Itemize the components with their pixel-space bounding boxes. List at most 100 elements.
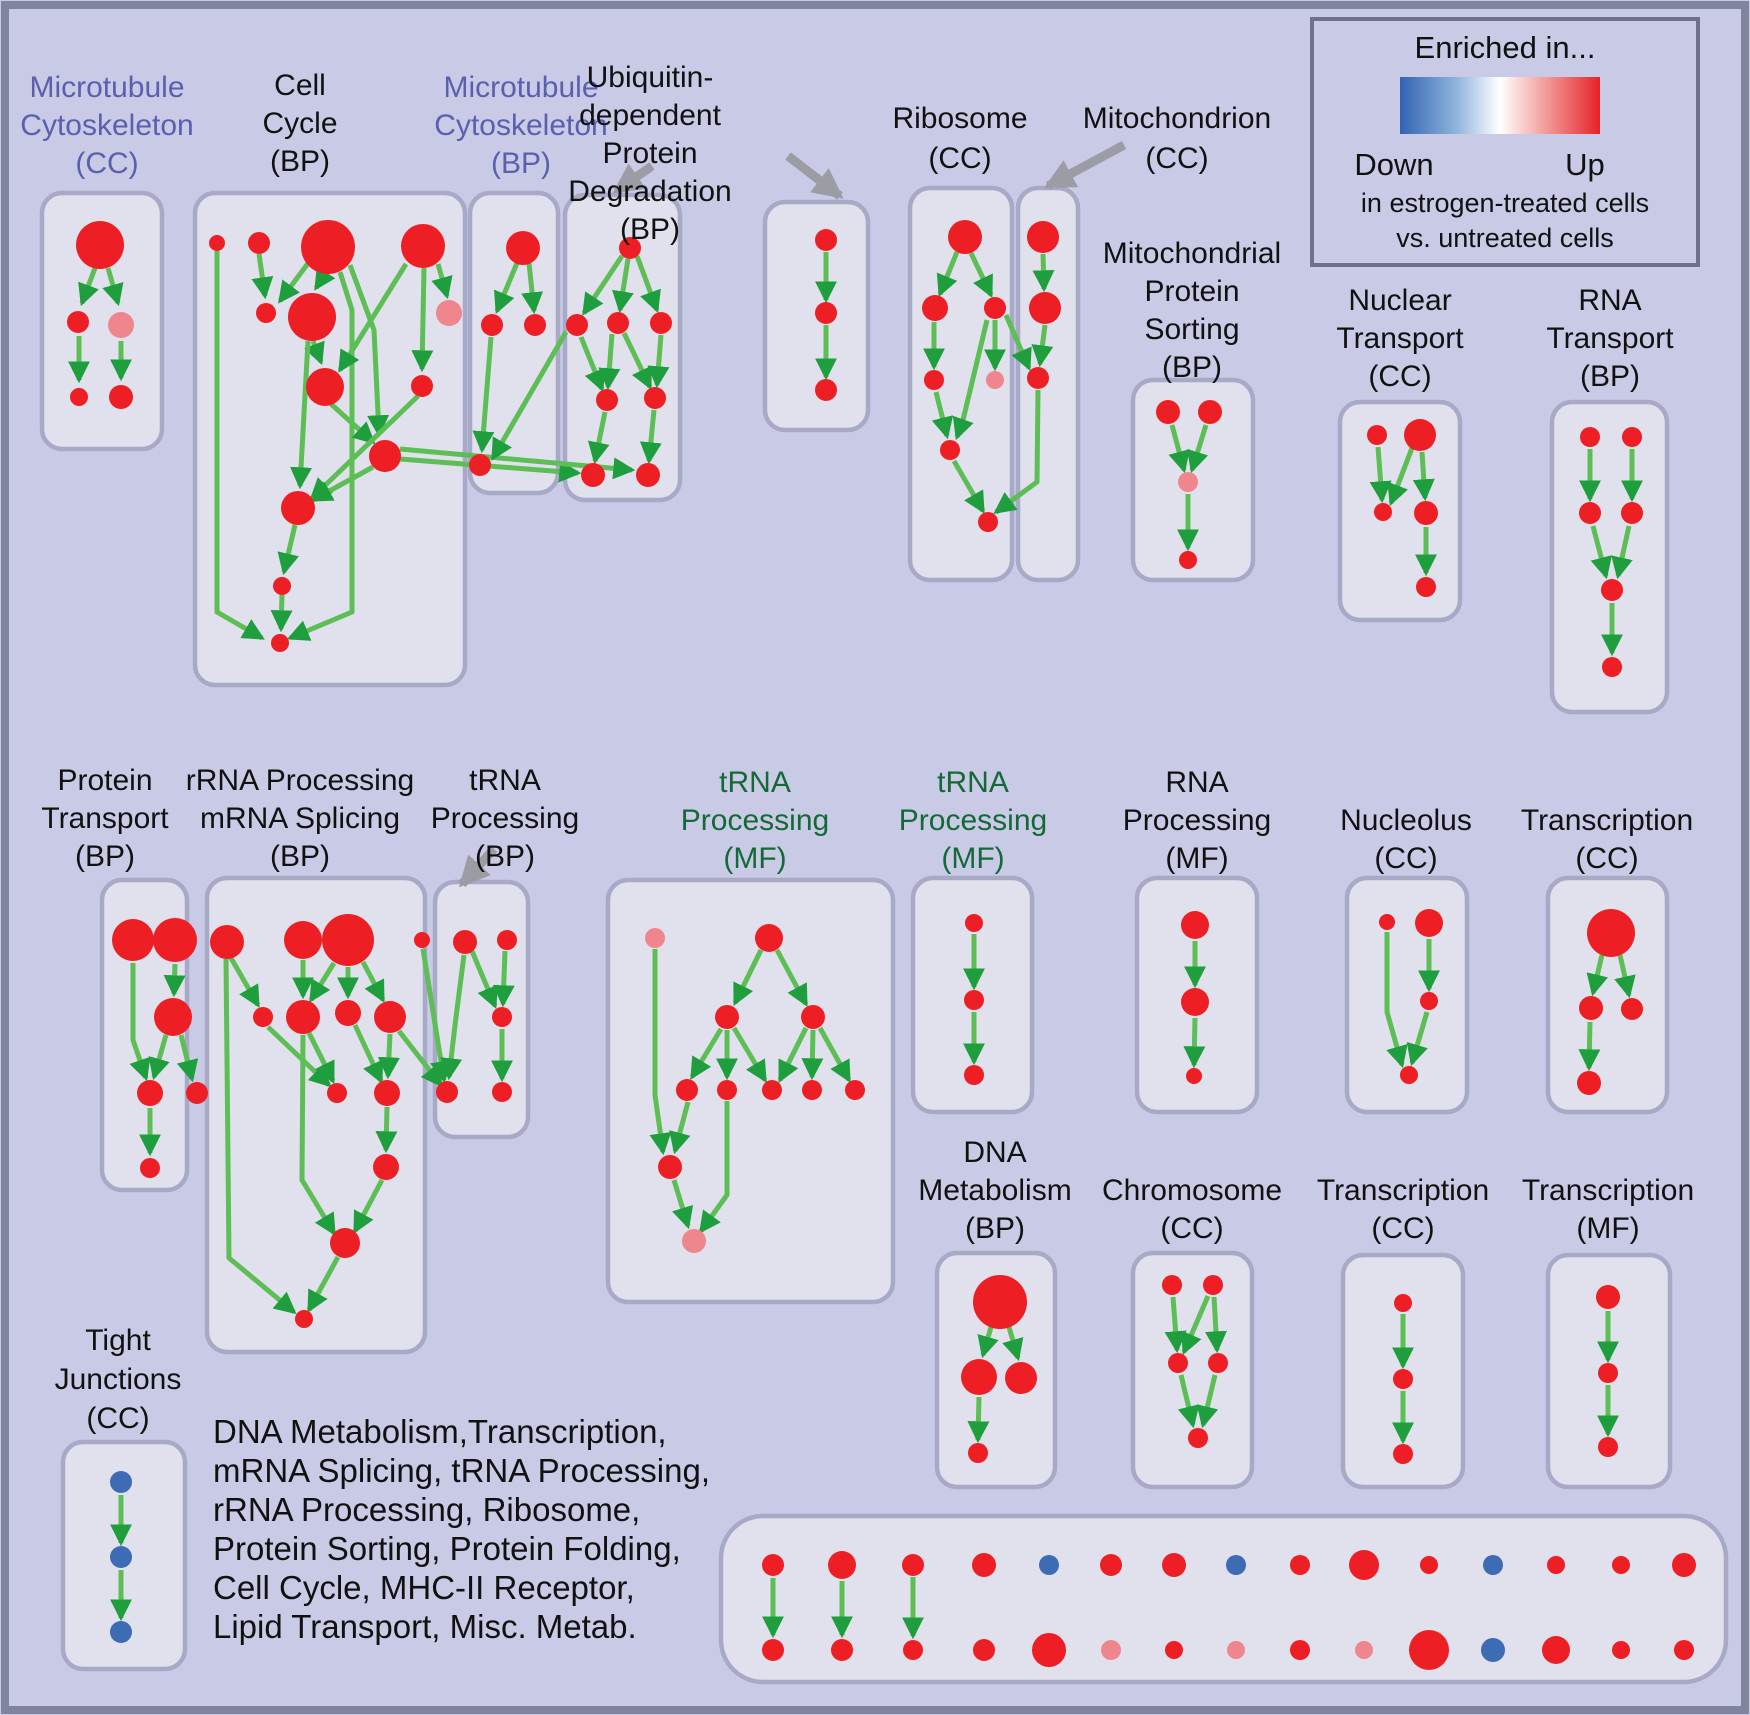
group-label: (CC) (86, 1402, 149, 1435)
go-term-node (650, 312, 672, 334)
go-term-node (986, 371, 1004, 389)
go-term-node (1165, 1641, 1183, 1659)
relation-arrow (313, 266, 336, 291)
go-term-node (1622, 427, 1642, 447)
relation-arrow (347, 264, 390, 438)
relation-arrow (1611, 525, 1633, 580)
misc-note-line: mRNA Splicing, tRNA Processing, (213, 1452, 710, 1489)
go-term-node (1579, 502, 1601, 524)
relation-arrow (411, 267, 434, 373)
go-term-node (1400, 1066, 1418, 1084)
relation-arrow (228, 956, 261, 1008)
relation-arrow (440, 954, 467, 1081)
relation-arrow (290, 340, 313, 490)
legend-gradient-bar (1400, 77, 1600, 134)
misc-note-line: rRNA Processing, Ribosome, (213, 1491, 640, 1528)
go-term-node (940, 440, 960, 460)
group-label: Transport (41, 802, 169, 835)
go-term-node (715, 1005, 739, 1029)
relation-arrow (397, 1029, 444, 1088)
relation-arrow (1384, 932, 1408, 1069)
go-term-node (1162, 1275, 1182, 1295)
relation-arrow (1187, 424, 1209, 474)
relation-arrow (612, 258, 634, 314)
relation-arrow (352, 1178, 385, 1234)
group-label: (CC) (928, 142, 991, 175)
relation-arrow (176, 1034, 199, 1083)
group-label: Nucleolus (1340, 804, 1472, 837)
go-term-node (1481, 1638, 1505, 1662)
relation-arrow (129, 963, 151, 1082)
go-term-node (978, 512, 998, 532)
group-label: (MF) (1165, 842, 1228, 875)
misc-note-line: Lipid Transport, Misc. Metab. (213, 1608, 637, 1645)
go-term-node (1416, 577, 1436, 597)
group-label: (BP) (270, 840, 330, 873)
go-term-node (1168, 1353, 1188, 1373)
group-label: (CC) (1371, 1212, 1434, 1245)
relation-arrow (472, 336, 495, 454)
go-term-node (762, 1554, 784, 1576)
go-term-node (154, 998, 192, 1036)
relation-arrow (308, 961, 337, 1003)
group-label: Mitochondrion (1083, 102, 1271, 135)
relation-arrow (469, 950, 498, 1010)
relation-arrow (431, 263, 453, 300)
group-label: (BP) (270, 145, 330, 178)
go-term-node (110, 1621, 132, 1643)
relation-arrow (993, 389, 1041, 515)
relation-arrow (1369, 446, 1392, 504)
group-label: tRNA (719, 766, 791, 799)
go-term-node (411, 375, 433, 397)
go-term-node (984, 297, 1006, 319)
go-term-node (137, 1080, 163, 1106)
go-term-node (1598, 1363, 1618, 1383)
group-label: (BP) (965, 1212, 1025, 1245)
group-box-nuclear-transport-cc (1337, 399, 1463, 623)
go-term-node (1577, 1071, 1601, 1095)
go-term-node (1290, 1640, 1310, 1660)
go-term-node (248, 232, 270, 254)
go-term-node (1598, 1437, 1618, 1457)
go-term-node (1178, 472, 1198, 492)
relation-arrow (817, 1026, 852, 1083)
group-box-chromosome-cc (1130, 1250, 1255, 1490)
go-term-node (1005, 1362, 1037, 1394)
go-term-node (682, 1229, 706, 1253)
relation-arrow (299, 1034, 337, 1236)
go-term-node (414, 932, 430, 948)
go-term-node (1674, 1640, 1694, 1660)
go-term-node (1621, 502, 1643, 524)
go-term-node (481, 314, 503, 336)
go-term-node (658, 1155, 682, 1179)
go-term-node (76, 221, 124, 269)
go-term-node (1355, 1641, 1373, 1659)
group-box-nucleolus-cc (1344, 875, 1470, 1115)
relation-arrow (148, 1034, 170, 1081)
relation-arrow (1002, 1326, 1024, 1362)
go-term-node (112, 919, 154, 961)
group-label: Processing (899, 804, 1047, 837)
relation-arrow (360, 960, 386, 1003)
go-term-node (815, 302, 837, 324)
group-label: Chromosome (1102, 1174, 1282, 1207)
group-label: Metabolism (918, 1174, 1071, 1207)
relation-arrow (270, 594, 293, 633)
go-term-node (153, 918, 197, 962)
group-label: Processing (681, 804, 829, 837)
group-box-misc-terms-strip (718, 1513, 1729, 1685)
relation-arrow (377, 1033, 400, 1080)
relation-arrow (102, 267, 124, 307)
go-term-node (1186, 1068, 1202, 1084)
label-pointer-arrow (785, 152, 844, 200)
go-term-node (492, 1082, 512, 1102)
relation-arrow (732, 948, 764, 1006)
go-term-node (401, 224, 445, 268)
relation-arrow (490, 330, 569, 461)
relation-arrow (306, 1255, 341, 1313)
relation-arrow (1164, 1296, 1187, 1354)
group-label: Cycle (262, 107, 337, 140)
go-term-node (845, 1080, 865, 1100)
go-term-node (1547, 1556, 1565, 1574)
